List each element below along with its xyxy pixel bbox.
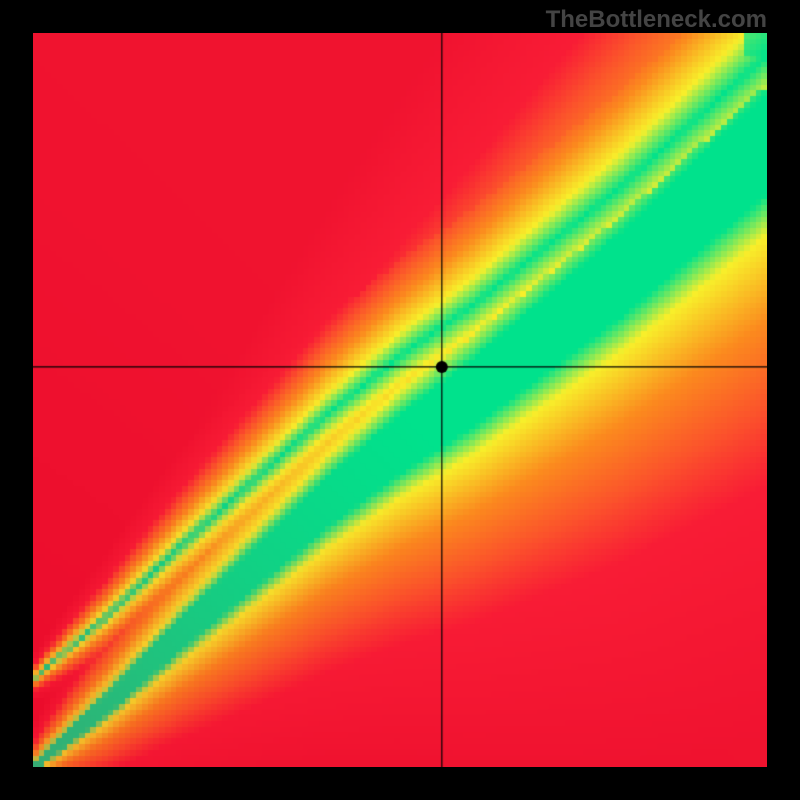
heatmap-canvas [33, 33, 767, 767]
chart-container: TheBottleneck.com [0, 0, 800, 800]
plot-area [33, 33, 767, 767]
watermark-text: TheBottleneck.com [546, 6, 767, 34]
